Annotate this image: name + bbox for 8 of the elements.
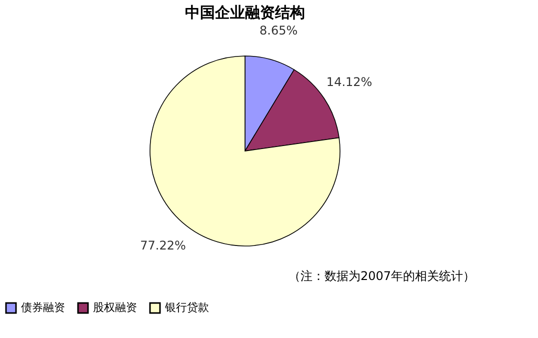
legend-label: 股权融资 bbox=[93, 301, 137, 314]
legend-label: 债券融资 bbox=[21, 301, 65, 314]
data-label: 77.22% bbox=[140, 238, 186, 252]
legend-label: 银行贷款 bbox=[164, 301, 209, 314]
data-label: 14.12% bbox=[326, 75, 372, 90]
data-label: 8.65% bbox=[259, 24, 298, 38]
chart-title: 中国企业融资结构 bbox=[185, 4, 305, 22]
text: （注：数据为2007年的相关统计） bbox=[288, 269, 475, 283]
